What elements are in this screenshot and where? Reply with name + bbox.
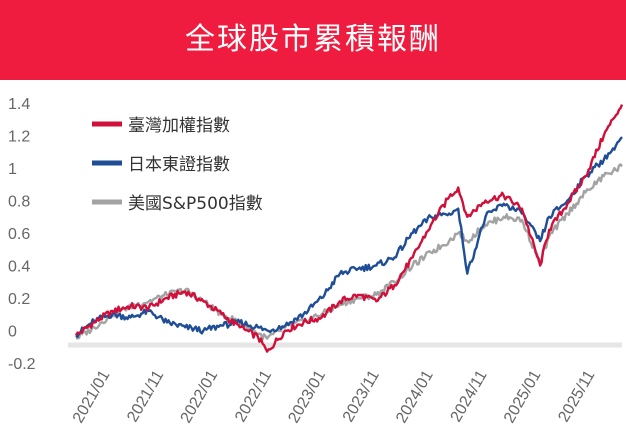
x-tick-label: 2024/01 (393, 367, 437, 426)
legend-label: 美國S&P500指數 (128, 194, 263, 214)
series-line (75, 163, 623, 341)
x-tick-label: 2021/01 (70, 367, 114, 426)
x-tick-label: 2022/11 (232, 367, 275, 425)
x-tick-label: 2022/01 (178, 367, 222, 426)
title-banner (0, 0, 626, 80)
y-tick-label: 0.4 (8, 259, 30, 276)
x-tick-label: 2024/11 (448, 367, 491, 425)
y-tick-label: 0.8 (8, 194, 30, 211)
x-tick-label: 2023/01 (285, 367, 329, 426)
y-tick-label: 1.4 (8, 96, 30, 113)
series-line (75, 136, 623, 339)
legend-label: 日本東證指數 (128, 155, 230, 175)
x-tick-label: 2023/11 (340, 367, 383, 425)
x-tick-label: 2021/11 (124, 367, 167, 425)
zero-band (68, 342, 622, 348)
y-tick-label: 0.2 (8, 291, 30, 308)
x-tick-label: 2025/01 (501, 367, 545, 426)
y-tick-label: 0 (8, 324, 17, 341)
y-tick-label: 0.6 (8, 226, 30, 243)
chart-title: 全球股市累積報酬 (185, 22, 441, 57)
y-tick-label: 1.2 (8, 129, 30, 146)
y-tick-label: -0.2 (8, 356, 36, 373)
y-tick-label: 1 (8, 161, 17, 178)
series-line (74, 104, 624, 353)
x-tick-label: 2025/11 (555, 367, 598, 425)
legend-label: 臺灣加權指數 (128, 116, 230, 136)
